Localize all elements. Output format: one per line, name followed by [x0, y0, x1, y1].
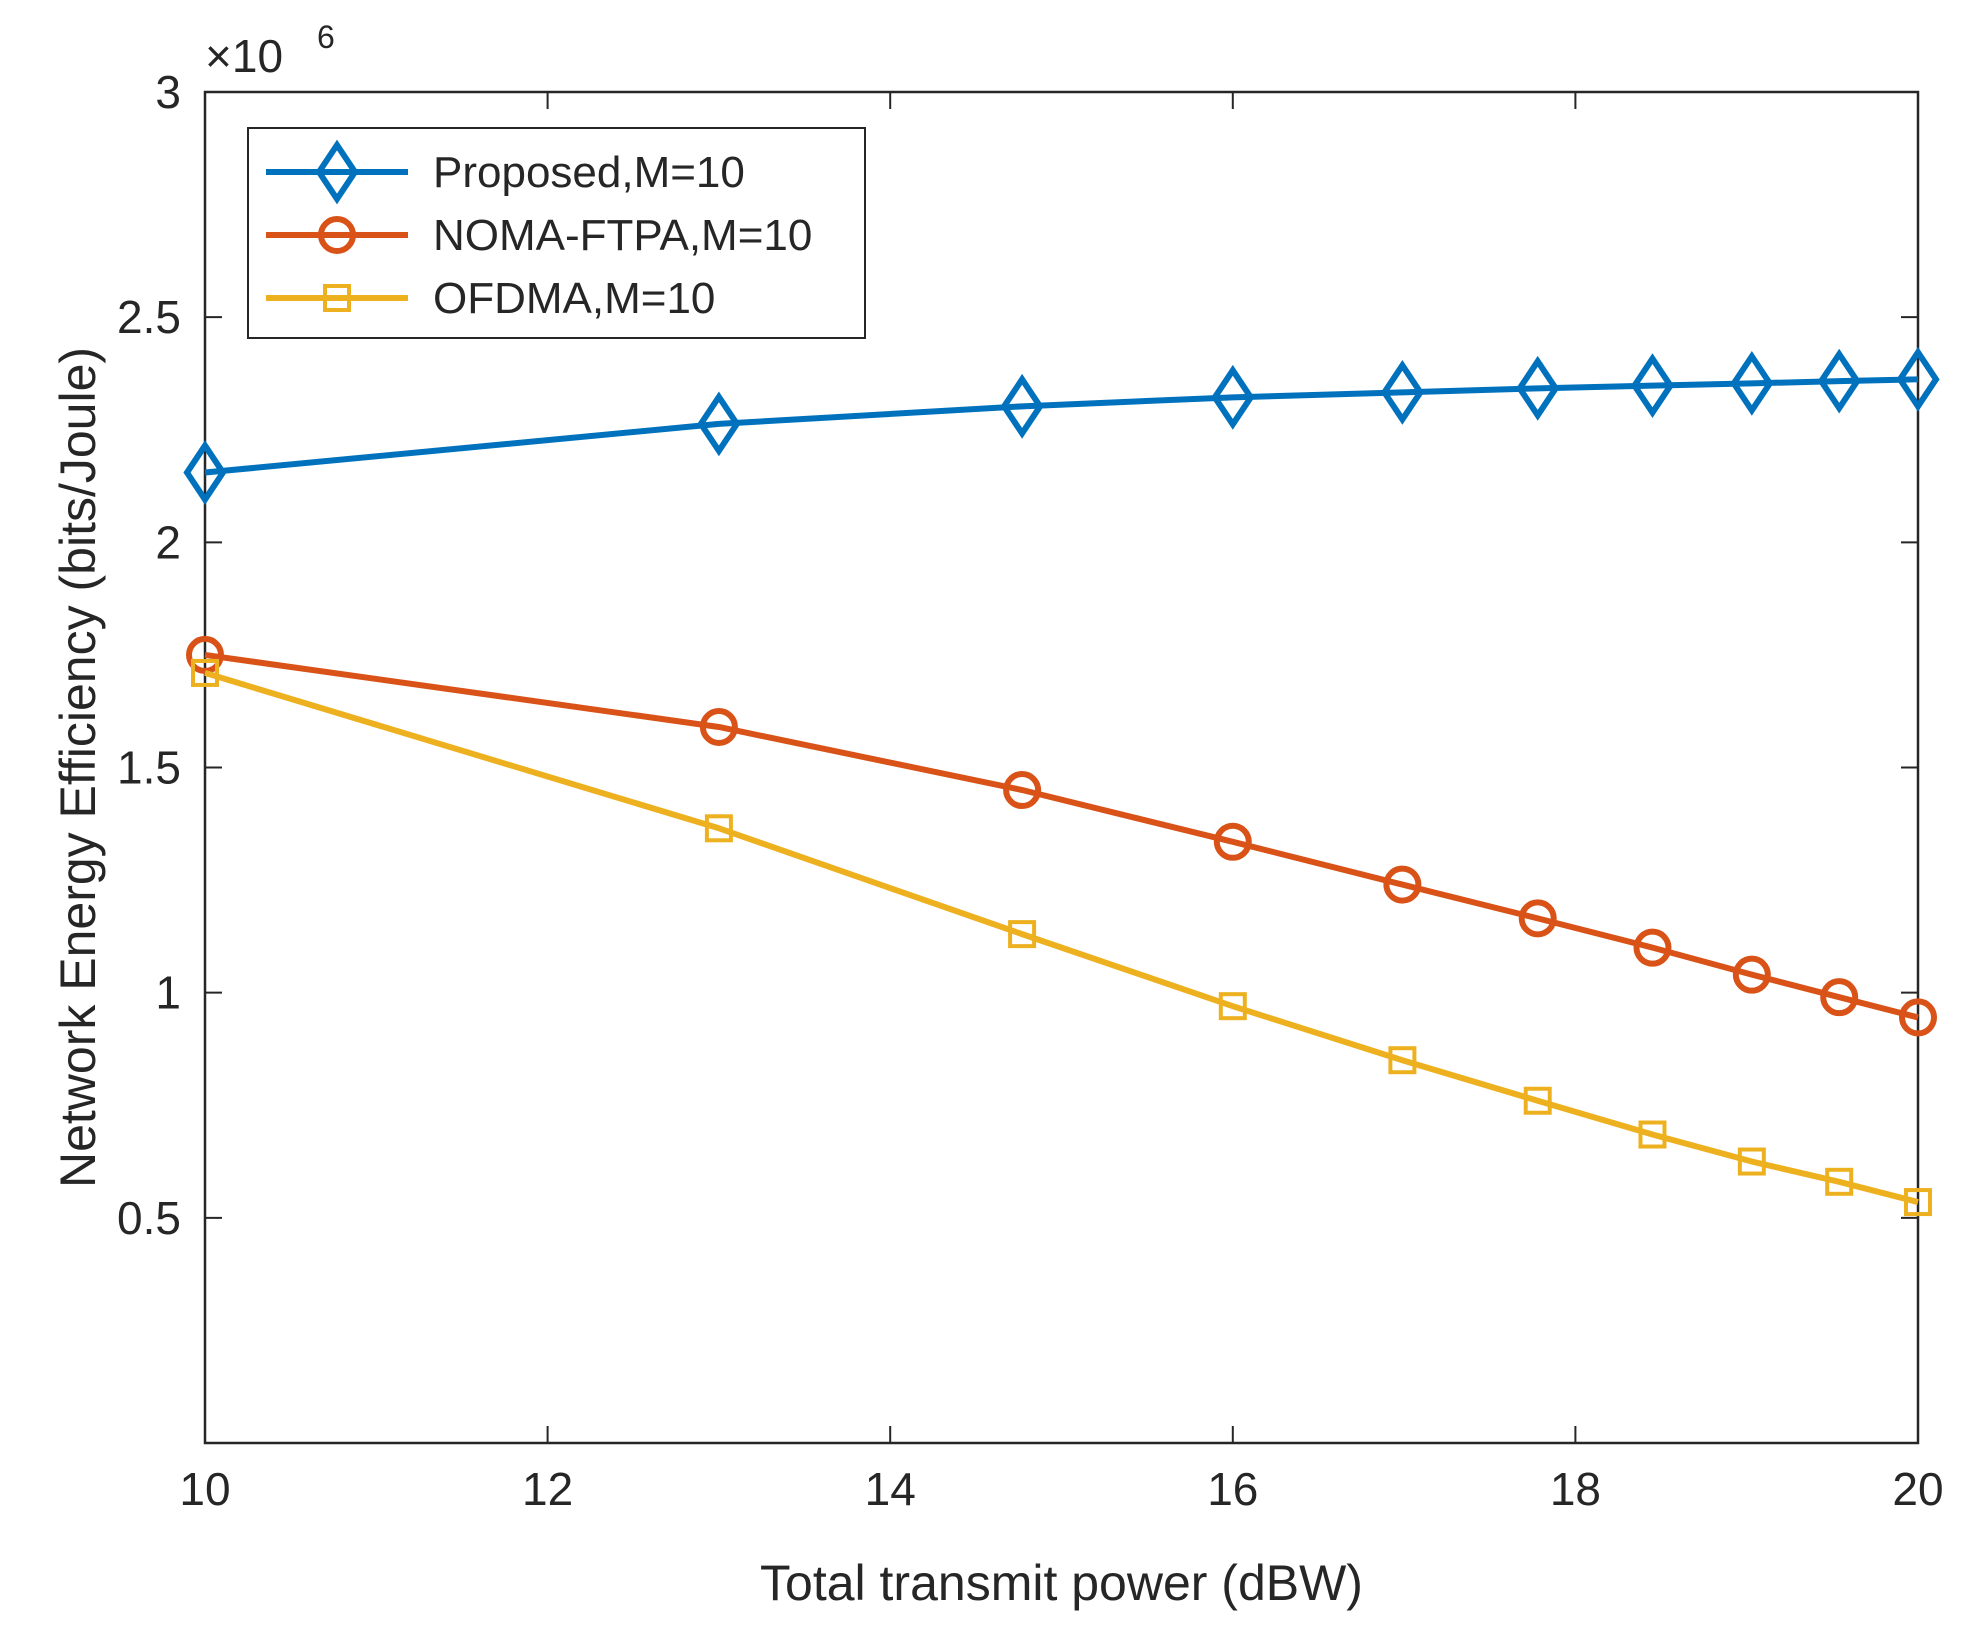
data-point [1730, 350, 1774, 416]
series-line [204, 651, 1919, 1021]
legend-item: NOMA-FTPA,M=10 [266, 211, 812, 260]
data-point [1218, 992, 1247, 1021]
legend-item: Proposed,M=10 [266, 139, 745, 205]
legend-marker [315, 139, 359, 205]
y-tick-label: 2.5 [117, 291, 181, 343]
legend-item: OFDMA,M=10 [266, 274, 715, 323]
legend-label: OFDMA,M=10 [433, 274, 715, 323]
data-point [1904, 1188, 1932, 1217]
x-tick-label: 16 [1207, 1463, 1258, 1515]
data-point [1003, 771, 1042, 810]
data-point [191, 658, 219, 687]
legend-marker [323, 284, 351, 312]
data-point [1380, 359, 1424, 425]
y-exponent-label: ×10 6 [205, 19, 335, 82]
data-point [1008, 920, 1037, 949]
data-point [1899, 998, 1937, 1037]
x-axis-label: Total transmit power (dBW) [760, 1555, 1363, 1611]
series-layer [183, 346, 1940, 1217]
legend: Proposed,M=10 NOMA-FTPA,M=10 OFDMA,M=10 [247, 127, 866, 339]
data-point [704, 814, 733, 843]
y-exponent-base: ×10 [205, 30, 283, 82]
data-point [1388, 1046, 1417, 1075]
y-tick-label: 3 [155, 66, 181, 118]
axis-ticks [204, 91, 1919, 1443]
data-point [1523, 1086, 1552, 1115]
data-point [1896, 346, 1940, 412]
series-line [204, 376, 1919, 476]
data-point [1638, 1120, 1667, 1149]
data-point [1383, 865, 1422, 904]
data-point [1737, 1147, 1766, 1176]
y-tick-label: 2 [155, 516, 181, 568]
x-tick-label: 12 [522, 1463, 573, 1515]
y-axis-label: Network Energy Efficiency (bits/Joule) [50, 347, 106, 1188]
series-line [204, 670, 1919, 1205]
y-tick-label: 1 [155, 967, 181, 1019]
series-0 [183, 346, 1940, 505]
legend-label: NOMA-FTPA,M=10 [433, 211, 812, 260]
x-tick-label: 14 [865, 1463, 916, 1515]
x-tick-label: 20 [1892, 1463, 1943, 1515]
data-point [1630, 353, 1675, 419]
series-1 [186, 635, 1937, 1037]
data-point [697, 391, 741, 457]
data-point [1633, 928, 1672, 967]
data-point [1213, 822, 1252, 861]
y-tick-label: 0.5 [117, 1192, 181, 1244]
data-point [1820, 978, 1859, 1017]
y-exponent-power: 6 [317, 19, 335, 55]
legend-marker [318, 216, 356, 254]
data-point [1516, 355, 1560, 421]
x-tick-label: 10 [179, 1463, 230, 1515]
data-point [1518, 899, 1557, 938]
y-tick-label: 1.5 [117, 742, 181, 794]
data-point [1211, 364, 1255, 430]
x-tick-label: 18 [1550, 1463, 1601, 1515]
data-point [1817, 348, 1861, 414]
data-point [1000, 373, 1044, 439]
tick-labels: 10 12 14 16 18 20 0.5 1 1.5 2 2.5 3 [117, 66, 1944, 1515]
series-2 [191, 658, 1932, 1217]
data-point [183, 440, 227, 505]
legend-label: Proposed,M=10 [433, 148, 745, 197]
data-point [186, 635, 224, 674]
data-point [1825, 1167, 1854, 1196]
data-point [699, 707, 738, 746]
data-point [1732, 955, 1771, 994]
